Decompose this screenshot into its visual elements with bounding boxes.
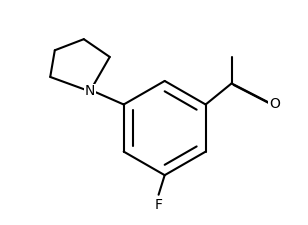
Text: O: O	[269, 97, 280, 111]
Text: N: N	[85, 84, 95, 98]
Text: F: F	[155, 198, 163, 212]
